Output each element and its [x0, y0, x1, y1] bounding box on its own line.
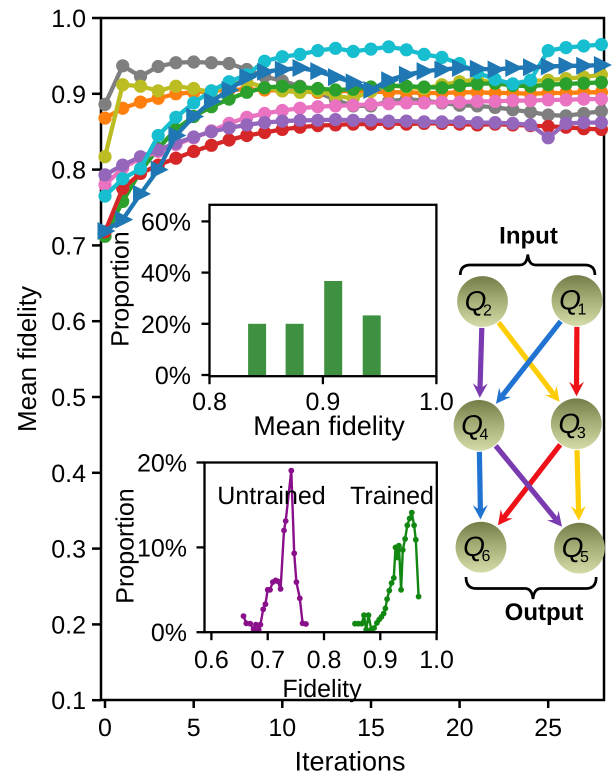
- svg-text:20%: 20%: [137, 450, 187, 478]
- svg-text:6: 6: [482, 548, 491, 565]
- svg-text:Input: Input: [499, 223, 558, 250]
- svg-text:0.3: 0.3: [51, 536, 86, 564]
- svg-text:60%: 60%: [141, 208, 191, 236]
- svg-text:0.9: 0.9: [363, 646, 398, 674]
- svg-text:0.6: 0.6: [51, 308, 86, 336]
- svg-text:3: 3: [577, 425, 586, 442]
- svg-text:0.8: 0.8: [51, 157, 86, 185]
- svg-text:Q: Q: [465, 286, 487, 317]
- svg-text:40%: 40%: [141, 260, 191, 288]
- svg-text:0.2: 0.2: [51, 611, 86, 639]
- svg-text:Q: Q: [558, 408, 580, 439]
- svg-text:10: 10: [268, 714, 296, 742]
- svg-text:Proportion: Proportion: [107, 231, 135, 346]
- svg-text:0.9: 0.9: [51, 81, 86, 109]
- svg-text:Output: Output: [505, 599, 584, 626]
- svg-text:Q: Q: [559, 285, 581, 316]
- svg-text:0.4: 0.4: [51, 460, 86, 488]
- svg-text:2: 2: [483, 303, 492, 320]
- svg-text:Q: Q: [461, 409, 483, 440]
- svg-text:15: 15: [357, 714, 385, 742]
- svg-text:Q: Q: [463, 531, 485, 562]
- svg-text:25: 25: [534, 714, 562, 742]
- svg-text:1.0: 1.0: [419, 646, 454, 674]
- svg-text:0.8: 0.8: [307, 646, 342, 674]
- svg-text:4: 4: [480, 426, 489, 443]
- svg-text:0.5: 0.5: [51, 384, 86, 412]
- svg-text:Mean fidelity: Mean fidelity: [12, 286, 42, 432]
- svg-text:0.8: 0.8: [192, 388, 227, 416]
- svg-text:0.7: 0.7: [51, 232, 86, 260]
- svg-text:10%: 10%: [137, 534, 187, 562]
- svg-text:Untrained: Untrained: [217, 482, 325, 510]
- svg-text:0.9: 0.9: [306, 388, 341, 416]
- svg-text:Q: Q: [562, 532, 584, 563]
- svg-text:Trained: Trained: [350, 482, 434, 510]
- svg-text:1.0: 1.0: [51, 5, 86, 33]
- svg-text:1.0: 1.0: [419, 388, 454, 416]
- svg-text:0.1: 0.1: [51, 687, 86, 715]
- svg-text:1: 1: [578, 302, 587, 319]
- svg-text:Iterations: Iterations: [294, 747, 405, 777]
- svg-text:20%: 20%: [141, 311, 191, 339]
- svg-text:20: 20: [446, 714, 474, 742]
- svg-text:Fidelity: Fidelity: [282, 675, 362, 703]
- svg-text:Mean fidelity: Mean fidelity: [253, 411, 405, 441]
- svg-text:0%: 0%: [155, 362, 191, 390]
- svg-text:Proportion: Proportion: [112, 488, 140, 603]
- svg-text:0.7: 0.7: [250, 646, 285, 674]
- svg-text:0%: 0%: [151, 619, 187, 647]
- svg-text:5: 5: [580, 549, 589, 566]
- svg-text:0: 0: [98, 714, 112, 742]
- svg-text:5: 5: [187, 714, 201, 742]
- svg-text:0.6: 0.6: [194, 646, 229, 674]
